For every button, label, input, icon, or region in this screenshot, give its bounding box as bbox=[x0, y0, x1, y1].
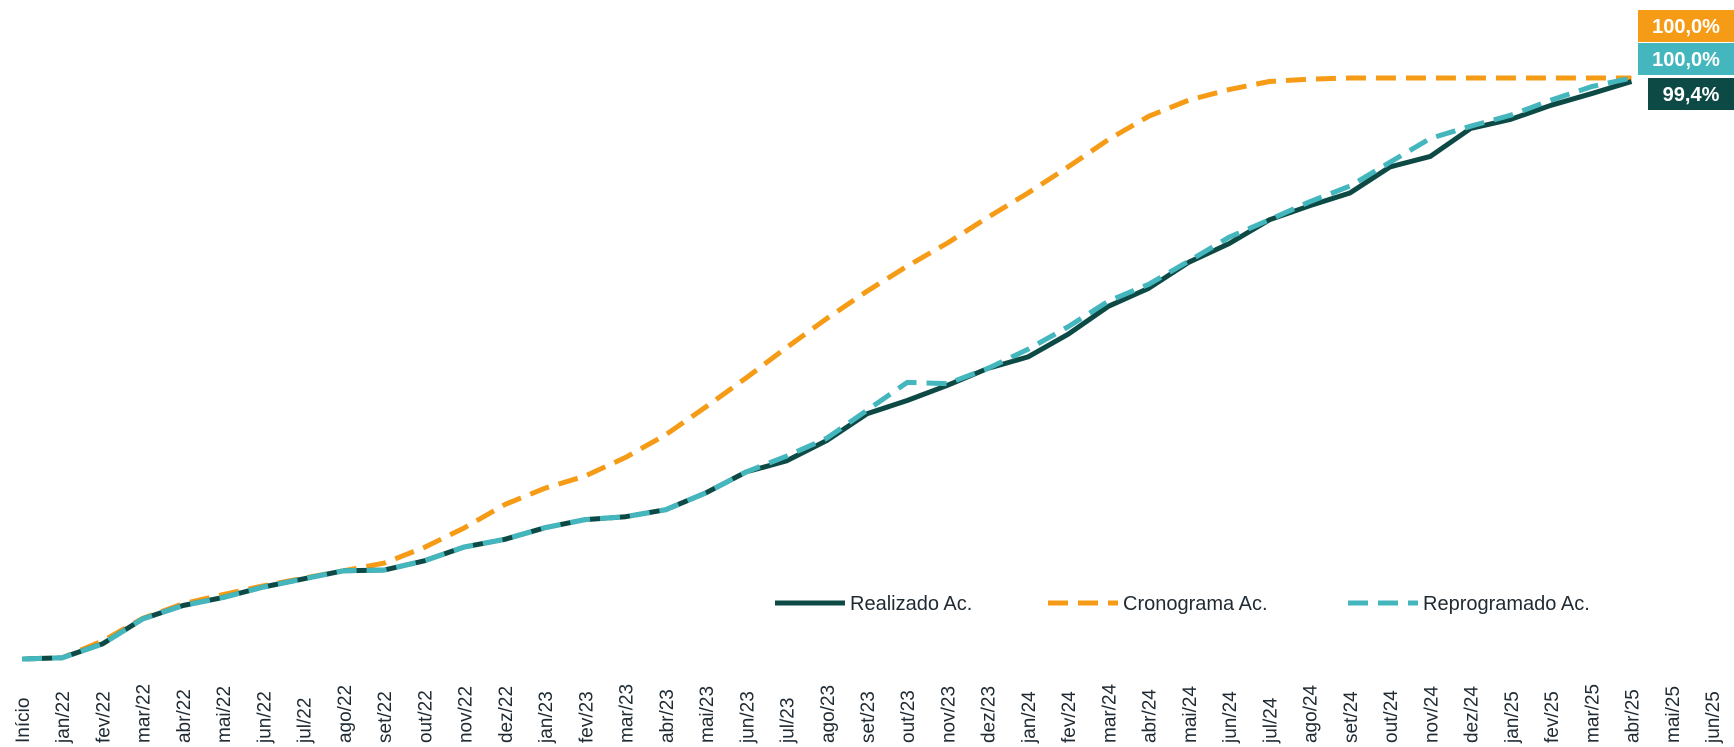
x-tick-label: mar/22 bbox=[134, 684, 155, 743]
x-tick-label: mar/24 bbox=[1099, 683, 1120, 743]
x-tick-label: out/22 bbox=[415, 690, 436, 743]
end-label-box bbox=[1638, 10, 1734, 42]
x-tick-label: fev/22 bbox=[93, 691, 114, 743]
end-label-box bbox=[1648, 78, 1734, 110]
series-line-reprogramado-ac bbox=[21, 75, 1633, 662]
x-tick-label: abr/23 bbox=[657, 689, 678, 743]
x-tick-label: ago/22 bbox=[335, 685, 356, 743]
series-line-realizado-ac bbox=[21, 79, 1633, 662]
x-tick-label: Início bbox=[13, 698, 34, 743]
x-tick-label: jun/24 bbox=[1220, 691, 1241, 744]
x-tick-label: set/23 bbox=[858, 691, 879, 743]
end-label-value: 100,0% bbox=[1652, 49, 1720, 71]
x-tick-label: jul/24 bbox=[1260, 697, 1281, 744]
x-tick-label: dez/22 bbox=[496, 686, 517, 743]
end-label-value: 99,4% bbox=[1663, 84, 1720, 106]
x-tick-label: jan/23 bbox=[536, 691, 557, 744]
x-tick-label: dez/23 bbox=[979, 686, 1000, 743]
x-tick-label: nov/24 bbox=[1421, 686, 1442, 743]
legend-label: Cronograma Ac. bbox=[1123, 593, 1268, 615]
x-tick-label: dez/24 bbox=[1462, 686, 1483, 743]
x-tick-label: jun/22 bbox=[254, 691, 275, 744]
x-tick-label: nov/22 bbox=[456, 686, 477, 743]
x-tick-label: nov/23 bbox=[938, 686, 959, 743]
x-tick-label: out/24 bbox=[1381, 690, 1402, 743]
legend-label: Realizado Ac. bbox=[850, 593, 972, 615]
x-tick-label: jul/22 bbox=[295, 698, 316, 744]
end-label-box bbox=[1638, 43, 1734, 75]
end-label-value: 100,0% bbox=[1652, 16, 1720, 38]
x-tick-label: jun/23 bbox=[737, 691, 758, 744]
x-tick-label: jun/25 bbox=[1703, 691, 1724, 744]
x-tick-label: jan/25 bbox=[1502, 691, 1523, 744]
series-lines bbox=[21, 75, 1633, 662]
x-tick-label: mai/24 bbox=[1180, 686, 1201, 743]
x-tick-label: mar/25 bbox=[1582, 684, 1603, 743]
x-tick-label: mai/22 bbox=[214, 686, 235, 743]
x-tick-label: jan/22 bbox=[53, 691, 74, 744]
x-tick-label: out/23 bbox=[898, 690, 919, 743]
x-tick-label: mar/23 bbox=[617, 684, 638, 743]
x-tick-label: mai/23 bbox=[697, 686, 718, 743]
x-tick-label: abr/22 bbox=[174, 689, 195, 743]
x-tick-label: abr/25 bbox=[1623, 689, 1644, 743]
chart-legend: Realizado Ac. Cronograma Ac. Reprogramado … bbox=[775, 593, 1590, 615]
x-tick-label: fev/23 bbox=[576, 691, 597, 743]
x-axis-tick-labels: Início jan/22 fev/22 mar/22 abr/22 mai/22 jun/… bbox=[13, 683, 1724, 744]
x-tick-label: ago/23 bbox=[818, 685, 839, 743]
x-tick-label: set/24 bbox=[1341, 691, 1362, 743]
x-tick-label: abr/24 bbox=[1140, 689, 1161, 743]
x-tick-label: fev/24 bbox=[1059, 691, 1080, 743]
x-tick-label: set/22 bbox=[375, 691, 396, 743]
x-tick-label: jan/24 bbox=[1019, 691, 1040, 744]
x-tick-label: jul/23 bbox=[778, 698, 799, 744]
x-tick-label: ago/24 bbox=[1301, 684, 1322, 743]
x-tick-label: fev/25 bbox=[1542, 691, 1563, 743]
x-tick-label: mai/25 bbox=[1663, 686, 1684, 743]
end-value-labels: 100,0% 100,0% 99,4% bbox=[1638, 10, 1734, 110]
legend-label: Reprogramado Ac. bbox=[1423, 593, 1590, 615]
